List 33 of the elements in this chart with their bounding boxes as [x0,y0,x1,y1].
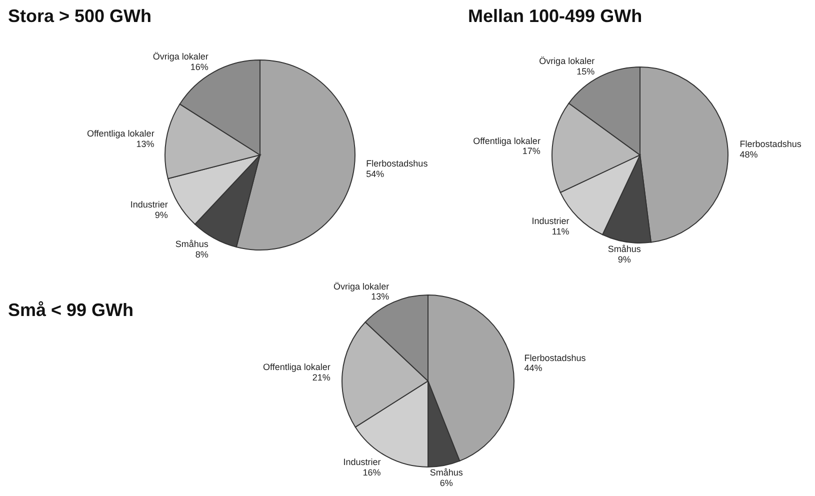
slice-label: Övriga lokaler [539,56,595,66]
data-label: 9% [618,254,631,264]
data-label: 21% [312,372,330,382]
data-label: 48% [740,149,758,160]
data-label: 11% [552,226,570,236]
data-label: 6% [440,478,453,488]
slice-label: Flerbostadshus [366,158,428,169]
data-label: 54% [366,168,384,179]
data-label: 15% [576,66,595,76]
data-label: 17% [522,146,540,156]
data-label: 16% [190,62,208,72]
chart-title: Stora > 500 GWh [8,6,152,27]
data-label: 44% [524,363,542,374]
slice-label: Flerbostadshus [740,138,802,149]
slice-label: Flerbostadshus [524,352,586,363]
data-label: 9% [154,210,168,220]
data-label: 13% [136,138,154,149]
slice-label: Offentliga lokaler [263,362,330,372]
chart-title: Mellan 100-499 GWh [468,6,642,27]
slice-label: Industrier [532,216,570,226]
data-label: 8% [195,249,208,260]
slice-label: Övriga lokaler [334,281,390,292]
slice-label: Offentliga lokaler [86,128,154,138]
slice-label: Industrier [343,457,381,468]
data-label: 16% [362,467,381,478]
text: Små < 99 GWh [8,300,134,321]
slice-label: Småhus [608,244,642,254]
slice-label: Småhus [175,238,209,249]
slice-label: Småhus [430,467,464,478]
slice-label: Övriga lokaler [152,51,208,62]
slice-label: Industrier [130,200,168,210]
data-label: 13% [371,292,390,302]
slice-label: Offentliga lokaler [473,136,540,146]
